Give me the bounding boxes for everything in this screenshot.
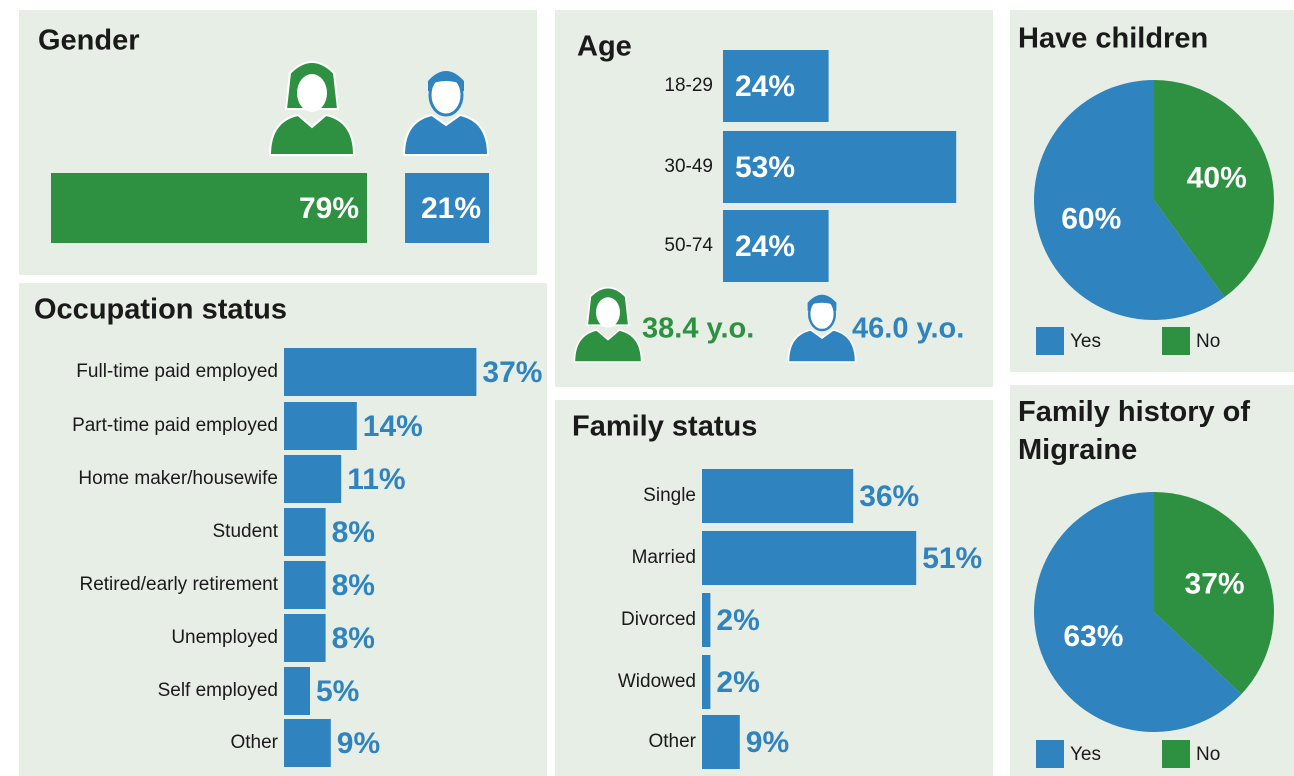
category-label: Self employed	[158, 680, 278, 701]
bar	[723, 50, 829, 122]
bar	[723, 210, 829, 282]
bar	[284, 455, 342, 503]
bar	[702, 593, 711, 647]
category-label: Student	[213, 521, 279, 542]
value-label: 14%	[363, 410, 423, 443]
value-label: 8%	[332, 516, 375, 549]
category-label: Part-time paid employed	[72, 415, 278, 436]
value-label: 9%	[746, 726, 789, 759]
bar	[284, 667, 310, 715]
annotation: 46.0 y.o.	[852, 313, 964, 345]
legend-label: Yes	[1070, 744, 1101, 765]
value-label: 60%	[1061, 202, 1121, 235]
chart-title: Family status	[572, 411, 757, 443]
value-label: 8%	[332, 569, 375, 602]
value-label: 5%	[316, 675, 359, 708]
legend-swatch	[1036, 327, 1064, 355]
category-label: 18-29	[664, 75, 713, 96]
bar	[284, 402, 357, 450]
category-label: Home maker/housewife	[78, 468, 278, 489]
legend-swatch	[1036, 740, 1064, 768]
bar	[284, 719, 331, 767]
bar	[51, 173, 367, 243]
pie-slice	[1034, 492, 1242, 732]
bar	[723, 131, 957, 203]
bar	[284, 561, 326, 609]
bar	[284, 348, 477, 396]
value-label: 40%	[1187, 162, 1247, 195]
chart-title: Family history of Migraine	[1018, 396, 1250, 466]
value-label: 63%	[1063, 620, 1123, 653]
chart-title: Gender	[38, 25, 140, 57]
category-label: Divorced	[621, 609, 696, 630]
chart-title: Occupation status	[34, 294, 287, 326]
bar	[702, 715, 740, 769]
pie-slice	[1154, 492, 1274, 695]
value-label: 2%	[716, 666, 759, 699]
value-label: 24%	[735, 230, 795, 263]
category-label: Other	[648, 731, 696, 752]
value-label: 53%	[735, 151, 795, 184]
legend-label: No	[1196, 744, 1220, 765]
value-label: 24%	[735, 70, 795, 103]
value-label: 37%	[482, 356, 542, 389]
legend-label: No	[1196, 331, 1220, 352]
panel	[555, 400, 993, 776]
category-label: Other	[230, 732, 278, 753]
value-label: 8%	[332, 622, 375, 655]
legend-swatch	[1162, 740, 1190, 768]
bar	[405, 173, 489, 243]
value-label: 36%	[859, 480, 919, 513]
category-label: 50-74	[664, 235, 713, 256]
value-label: 9%	[337, 727, 380, 760]
legend-swatch	[1162, 327, 1190, 355]
category-label: Married	[632, 547, 696, 568]
category-label: Widowed	[618, 671, 696, 692]
bar	[702, 531, 917, 585]
legend-label: Yes	[1070, 331, 1101, 352]
bar	[284, 614, 326, 662]
chart-title: Have children	[1018, 23, 1208, 55]
pie-slice	[1154, 80, 1274, 298]
value-label: 37%	[1185, 568, 1245, 601]
value-label: 11%	[347, 463, 405, 496]
category-label: Single	[643, 485, 696, 506]
value-label: 79%	[299, 192, 359, 225]
value-label: 51%	[922, 542, 982, 575]
bar	[284, 508, 326, 556]
pie-slice	[1034, 80, 1225, 321]
category-label: 30-49	[664, 156, 713, 177]
chart-title: Age	[577, 31, 632, 63]
annotation: 38.4 y.o.	[642, 313, 754, 345]
category-label: Unemployed	[171, 627, 278, 648]
category-label: Full-time paid employed	[76, 361, 278, 382]
bar	[702, 469, 854, 523]
value-label: 2%	[716, 604, 759, 637]
value-label: 21%	[421, 192, 481, 225]
category-label: Retired/early retirement	[79, 574, 278, 595]
bar	[702, 655, 711, 709]
